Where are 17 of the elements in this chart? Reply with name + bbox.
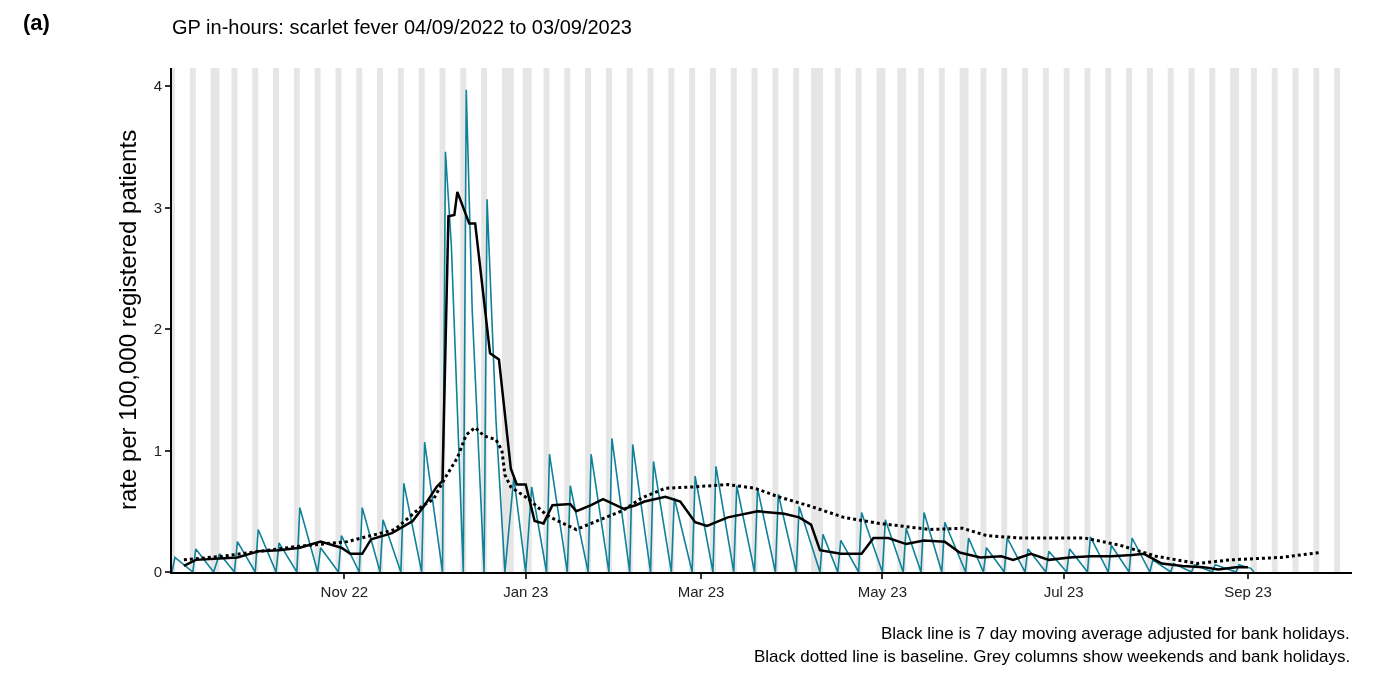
y-tick-label: 1 xyxy=(153,441,162,459)
text: Black dotted line is baseline. Grey columns show weekends and bank holidays. xyxy=(754,647,1351,666)
y-axis-title: rate per 100,000 registered patients xyxy=(114,129,142,511)
text: (a) xyxy=(23,10,50,35)
y-tick-label: 4 xyxy=(153,77,162,95)
line-series xyxy=(172,89,1255,572)
x-tick-label: Jan 23 xyxy=(503,583,549,600)
chart-title: GP in-hours: scarlet fever 04/09/2022 to 03/09/2023 xyxy=(172,16,632,38)
y-tick-label: 0 xyxy=(153,563,162,581)
x-tick-label: Jul 23 xyxy=(1043,583,1084,600)
x-tick-label: Mar 23 xyxy=(677,583,725,600)
x-tick-label: Nov 22 xyxy=(320,583,369,600)
y-tick-label: 2 xyxy=(153,320,162,338)
x-tick-label: Sep 23 xyxy=(1224,583,1272,600)
x-tick-label: May 23 xyxy=(857,583,907,600)
y-tick-label: 3 xyxy=(153,198,162,216)
text: Black line is 7 day moving average adjusted for bank holidays. xyxy=(881,624,1350,643)
